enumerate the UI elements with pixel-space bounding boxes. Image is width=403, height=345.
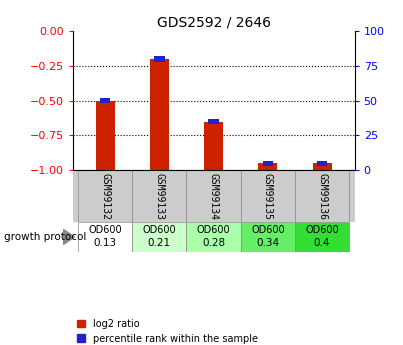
Bar [208,119,219,124]
Text: OD600: OD600 [305,225,339,235]
Text: 0.28: 0.28 [202,238,225,248]
Text: GSM99132: GSM99132 [100,172,110,220]
Text: 0.4: 0.4 [314,238,330,248]
Bar [295,222,349,252]
Text: 0.21: 0.21 [148,238,171,248]
Title: GDS2592 / 2646: GDS2592 / 2646 [157,16,270,30]
Bar [132,170,187,222]
Text: GSM99134: GSM99134 [209,172,218,220]
Bar [78,222,132,252]
Bar [295,170,349,222]
Bar [317,160,327,166]
Bar [150,59,169,170]
Text: 0.34: 0.34 [256,238,279,248]
Bar [204,121,223,170]
Bar [258,163,277,170]
Bar [187,170,241,222]
Bar [187,222,241,252]
Text: growth protocol: growth protocol [4,232,86,242]
Text: OD600: OD600 [143,225,176,235]
Bar [132,222,187,252]
Bar [78,170,132,222]
Bar [154,56,164,62]
Text: GSM99136: GSM99136 [317,172,327,220]
Bar [241,170,295,222]
Bar [96,101,114,170]
Bar [100,98,110,104]
Text: OD600: OD600 [197,225,231,235]
Text: GSM99135: GSM99135 [263,172,273,220]
Text: GSM99133: GSM99133 [154,172,164,220]
Bar [263,160,273,166]
Text: OD600: OD600 [88,225,122,235]
Text: 0.13: 0.13 [93,238,116,248]
Text: OD600: OD600 [251,225,285,235]
Bar [313,163,332,170]
Bar [241,222,295,252]
Polygon shape [63,229,75,245]
Legend: log2 ratio, percentile rank within the sample: log2 ratio, percentile rank within the s… [77,319,258,344]
